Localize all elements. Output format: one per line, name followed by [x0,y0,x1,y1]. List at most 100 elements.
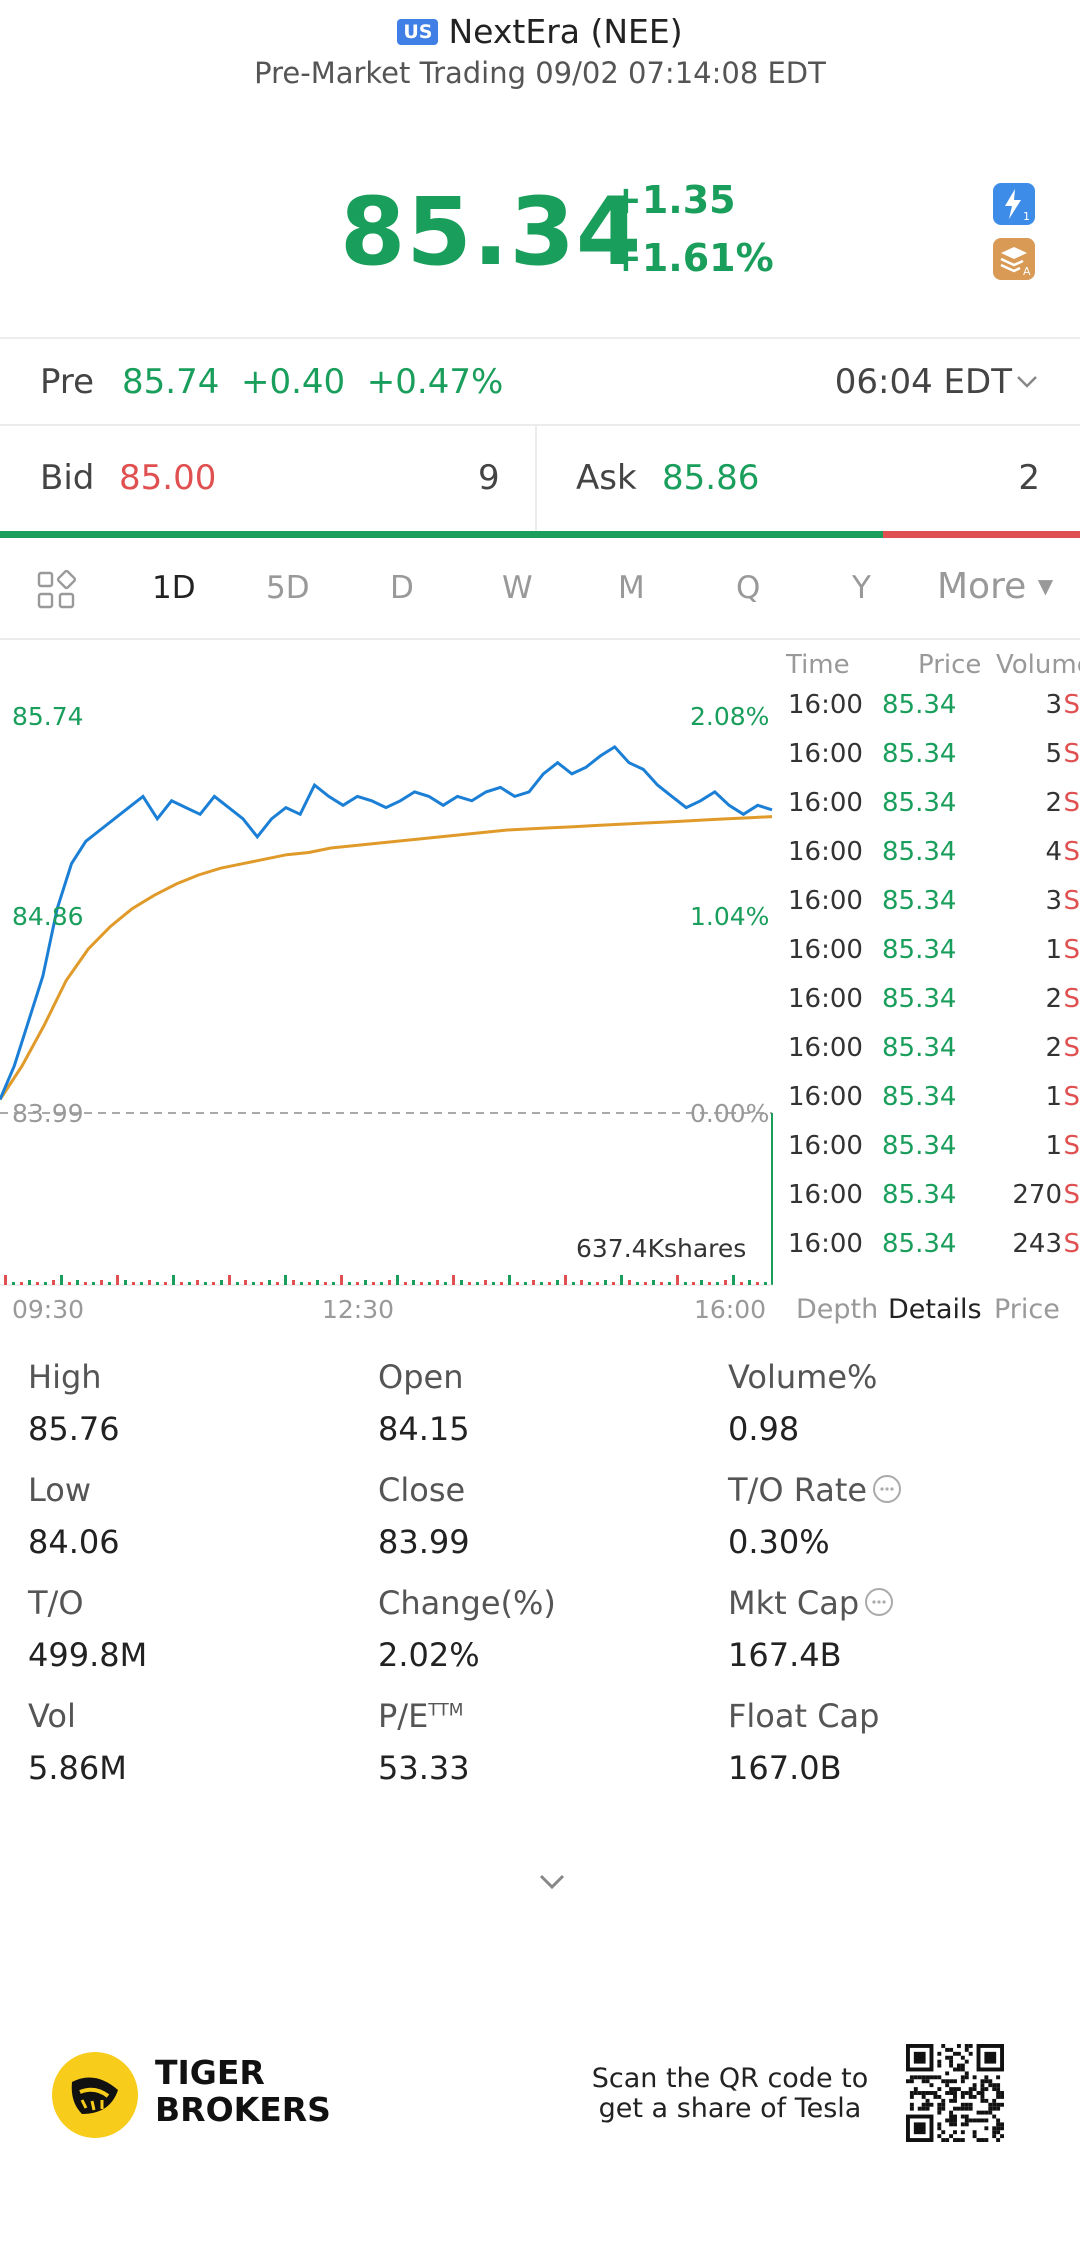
volume-bar [644,1282,647,1285]
footer: TIGER BROKERS Scan the QR code to get a … [0,2040,1080,2200]
subtab-depth[interactable]: Depth [796,1294,879,1325]
layers-level-a-icon[interactable]: A [993,238,1035,280]
volume-bar [108,1282,111,1285]
volume-bar [692,1282,695,1285]
stat-to-rate-value: 0.30% [728,1523,830,1561]
tick-volume: 3 [1045,690,1062,720]
volume-bar [612,1282,615,1285]
tick-side: S [1063,886,1080,916]
premarket-row[interactable]: Pre 85.74 +0.40 +0.47% 06:04 EDT [0,340,1080,424]
volume-bar [652,1280,655,1285]
tick-price: 85.34 [882,690,957,720]
tick-time: 16:00 [788,1180,863,1210]
stat-pe: P/ETTM [378,1697,463,1735]
volume-bars [4,1275,767,1285]
tick-time: 16:00 [788,1082,863,1112]
tick-price: 85.34 [882,1229,957,1259]
tab-m[interactable]: M [618,570,645,606]
volume-bar [468,1282,471,1285]
tick-header-volume: Volume [996,650,1080,680]
volume-bar [156,1282,159,1285]
tick-side: S [1063,690,1080,720]
tab-d[interactable]: D [390,570,414,606]
qr-code [906,2044,1004,2142]
tick-side: S [1063,1180,1080,1210]
volume-bar [660,1282,663,1285]
tick-side: S [1063,1033,1080,1063]
tick-time: 16:00 [788,1033,863,1063]
scan-text: Scan the QR code to get a share of Tesla [590,2064,870,2124]
tab-y[interactable]: Y [852,570,871,606]
volume-bar [732,1275,735,1285]
volume-bar [636,1282,639,1285]
stats-grid: High 85.76 Open 84.15 Volume% 0.98 Low 8… [0,1358,1080,1788]
volume-bar [764,1282,767,1285]
volume-bar [700,1280,703,1285]
subtab-price[interactable]: Price [994,1294,1060,1325]
stat-change-pct-label: Change(%) [378,1584,556,1622]
tick-row: 16:00 85.34 4 S [780,831,1080,880]
intraday-chart[interactable]: 85.74 84.86 83.99 2.08% 1.04% 0.00% 637.… [0,640,780,1340]
volume-bar [140,1282,143,1285]
volume-bar [84,1282,87,1285]
stat-high-label: High [28,1358,102,1396]
period-tabs: 1D 5D D W M Q Y More ▼ [0,548,1080,638]
volume-bar [164,1282,167,1285]
volume-bar [540,1282,543,1285]
market-badge: US [397,18,439,45]
volume-bar [388,1280,391,1285]
volume-bar [380,1282,383,1285]
volume-bar [12,1282,15,1285]
volume-bar [348,1282,351,1285]
stat-volume-pct-label: Volume% [728,1358,878,1396]
last-price: 85.34 [340,178,643,287]
lightning-level1-icon[interactable]: 1 [993,183,1035,225]
x-label-close: 16:00 [694,1295,767,1324]
bid-price: 85.00 [119,458,217,498]
more-info-icon[interactable] [865,1588,894,1616]
expand-chevron-icon[interactable] [535,1870,569,1894]
volume-bar [748,1280,751,1285]
volume-bar [236,1282,239,1285]
tick-side: S [1063,1082,1080,1112]
tab-more[interactable]: More ▼ [937,566,1054,607]
tab-q[interactable]: Q [736,570,761,606]
volume-bar [316,1280,319,1285]
tick-row: 16:00 85.34 1 S [780,1125,1080,1174]
tab-1d[interactable]: 1D [152,570,196,606]
volume-bar [684,1282,687,1285]
tab-5d[interactable]: 5D [266,570,310,606]
volume-bar [724,1280,727,1285]
subtab-details[interactable]: Details [888,1294,982,1325]
average-price-line [0,815,773,1101]
volume-bar [276,1282,279,1285]
grid-icon[interactable] [36,570,76,610]
tick-side: S [1063,984,1080,1014]
tick-volume: 5 [1045,739,1062,769]
tick-volume: 3 [1045,886,1062,916]
scan-line-2: get a share of Tesla [598,2093,862,2124]
bid-size: 9 [478,458,500,498]
chevron-down-icon[interactable] [1014,368,1040,394]
volume-bar [588,1282,591,1285]
price-line [0,744,773,1101]
tick-side: S [1063,739,1080,769]
tick-row: 16:00 85.34 1 S [780,929,1080,978]
volume-bar [132,1282,135,1285]
more-info-icon[interactable] [873,1475,902,1503]
tick-volume: 2 [1045,788,1062,818]
x-label-open: 09:30 [12,1295,85,1324]
volume-bar [444,1282,447,1285]
tick-row: 16:00 85.34 2 S [780,782,1080,831]
ask-label: Ask [576,458,637,498]
volume-bar [60,1275,63,1285]
chart-svg [0,744,773,1286]
stat-float-cap-value: 167.0B [728,1749,842,1787]
y-pct-mid: 1.04% [690,902,770,931]
tick-row: 16:00 85.34 270 S [780,1174,1080,1223]
volume-bar [212,1282,215,1285]
tab-w[interactable]: W [502,570,533,606]
y-label-mid: 84.86 [12,902,84,931]
volume-bar [332,1282,335,1285]
tick-volume: 4 [1045,837,1062,867]
